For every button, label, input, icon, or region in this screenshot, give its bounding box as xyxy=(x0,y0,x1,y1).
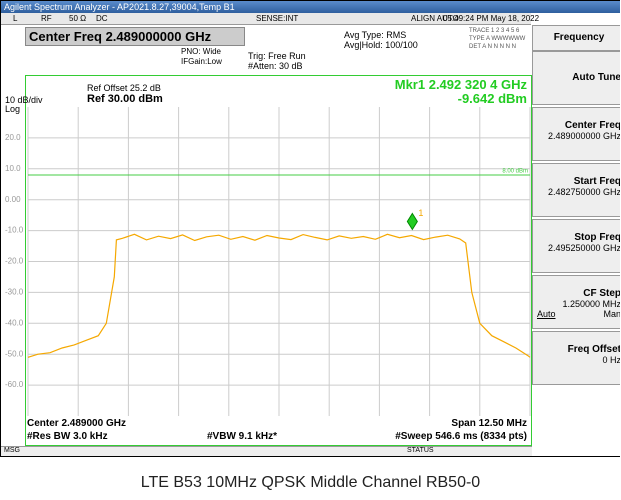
span: Span 12.50 MHz xyxy=(451,418,527,429)
y-tick-label: -60.0 xyxy=(5,380,24,389)
msg: MSG xyxy=(4,447,20,454)
softkey[interactable]: Start Freq 2.482750000 GHz xyxy=(532,163,620,217)
analyzer-screen: Agilent Spectrum Analyzer - AP2021.8.27,… xyxy=(0,0,620,457)
atten: #Atten: 30 dB xyxy=(248,61,303,71)
marker-label: 1 xyxy=(418,208,423,218)
marker-value: -9.642 dBm xyxy=(457,91,527,106)
softkey-options: Auto Man xyxy=(533,309,620,319)
y-tick-label: -50.0 xyxy=(5,349,24,358)
display-line-label: 8.00 dBm xyxy=(502,169,528,175)
softkey-label: Stop Freq xyxy=(574,232,620,243)
softkey-label: Center Freq xyxy=(564,120,620,131)
spectrum-plot: 20.0 10.0 0.00 -10.0 -20.0 -30.0 -40.0 -50.0 -60… xyxy=(5,107,531,416)
y-tick-label: -20.0 xyxy=(5,257,24,266)
status-item: L xyxy=(13,14,18,23)
y-tick-label: 20.0 xyxy=(5,133,21,142)
softkey[interactable]: Center Freq 2.489000000 GHz xyxy=(532,107,620,161)
marker-readout: Mkr1 2.492 320 4 GHz xyxy=(394,77,527,92)
y-tick-label: -40.0 xyxy=(5,318,24,327)
option-man: Man xyxy=(603,309,620,319)
status-item: RF xyxy=(41,14,52,23)
status-item: ALIGN AUTO xyxy=(411,14,459,23)
status-item: DC xyxy=(96,14,108,23)
trace-info: TRACE 1 2 3 4 5 6 xyxy=(469,28,520,34)
softkey-value: 1.250000 MHz xyxy=(562,299,620,309)
y-tick-label: 10.0 xyxy=(5,164,21,173)
softkey-label: CF Step xyxy=(583,288,620,299)
softkey-label: Start Freq xyxy=(573,176,620,187)
softkey-label: Auto Tune xyxy=(572,72,620,83)
status: STATUS xyxy=(407,447,434,454)
softkey[interactable]: CF Step 1.250000 MHz Auto Man xyxy=(532,275,620,329)
softkey-value: 2.482750000 GHz xyxy=(547,187,620,197)
marker xyxy=(406,212,418,231)
avg-type: Avg Type: RMS xyxy=(344,30,407,40)
status-bar: L RF 50 Ω DC SENSE:INT ALIGN AUTO 05:49:24 PM … xyxy=(1,13,539,25)
status-item: 50 Ω xyxy=(69,14,87,23)
softkey-value: 0 Hz xyxy=(602,355,620,365)
res-bw: #Res BW 3.0 kHz xyxy=(27,431,108,442)
type-info: TYPE A WWWWWW xyxy=(469,36,526,42)
softkey-title: Frequency xyxy=(532,25,620,51)
softkey[interactable]: Stop Freq 2.495250000 GHz xyxy=(532,219,620,273)
sweep: #Sweep 546.6 ms (8334 pts) xyxy=(395,431,527,442)
message-bar xyxy=(1,446,532,456)
softkey-label: Freq Offset xyxy=(567,344,620,355)
option-auto: Auto xyxy=(537,309,556,319)
softkey[interactable]: Auto Tune xyxy=(532,51,620,105)
log: Log xyxy=(5,104,21,114)
center-freq-bar[interactable]: Center Freq 2.489000000 GHz xyxy=(25,27,245,46)
status-item: SENSE:INT xyxy=(256,14,299,23)
softkey[interactable]: Freq Offset 0 Hz xyxy=(532,331,620,385)
title-bar: Agilent Spectrum Analyzer - AP2021.8.27,… xyxy=(1,1,620,13)
trace xyxy=(27,233,531,358)
det-info: DET A N N N N N xyxy=(469,44,516,50)
ref-level: Ref 30.00 dBm xyxy=(87,93,163,105)
y-tick-label: -10.0 xyxy=(5,226,24,235)
caption: LTE B53 10MHz QPSK Middle Channel RB50-0 xyxy=(140,474,481,491)
y-tick-label: -30.0 xyxy=(5,288,24,297)
avg-hold: Avg|Hold: 100/100 xyxy=(344,40,418,50)
datetime: 05:49:24 PM May 18, 2022 xyxy=(443,14,540,23)
softkey-value: 2.495250000 GHz xyxy=(547,243,620,253)
softkey-value: 2.489000000 GHz xyxy=(547,131,620,141)
graticule-frame xyxy=(25,75,532,446)
trig: Trig: Free Run xyxy=(248,51,306,61)
pno: PNO: Wide xyxy=(181,47,222,56)
ref-offset: Ref Offset 25.2 dB xyxy=(87,83,161,93)
ifgain: IFGain:Low xyxy=(181,57,222,66)
center-label: Center 2.489000 GHz xyxy=(27,418,126,429)
vbw: #VBW 9.1 kHz* xyxy=(207,431,278,442)
y-tick-label: 0.00 xyxy=(5,195,21,204)
scale: 10 dB/div xyxy=(5,95,43,105)
